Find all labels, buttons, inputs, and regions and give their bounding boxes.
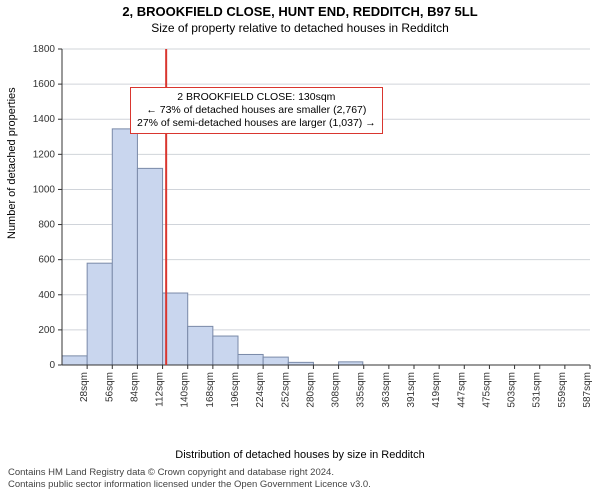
histogram-bar <box>87 263 112 365</box>
x-tick-label: 252sqm <box>280 372 291 408</box>
x-tick-label: 419sqm <box>431 372 442 408</box>
y-tick-label: 400 <box>38 290 55 301</box>
x-tick-label: 112sqm <box>155 372 166 407</box>
footer-attribution: Contains HM Land Registry data © Crown c… <box>0 461 600 491</box>
x-tick-label: 28sqm <box>79 372 90 402</box>
x-tick-label: 475sqm <box>481 372 492 408</box>
title-line-2: Size of property relative to detached ho… <box>0 21 600 35</box>
x-tick-label: 56sqm <box>104 372 115 402</box>
x-tick-label: 335sqm <box>356 372 367 408</box>
title-line-1: 2, BROOKFIELD CLOSE, HUNT END, REDDITCH,… <box>0 4 600 19</box>
x-tick-label: 196sqm <box>230 372 241 408</box>
histogram-bar <box>263 357 288 365</box>
annotation-line-2: ← 73% of detached houses are smaller (2,… <box>137 104 376 117</box>
x-tick-label: 447sqm <box>456 372 467 408</box>
x-tick-label: 308sqm <box>331 372 342 408</box>
y-tick-label: 1200 <box>33 149 56 160</box>
histogram-bar <box>62 356 87 365</box>
footer-line-1: Contains HM Land Registry data © Crown c… <box>8 467 592 479</box>
y-tick-label: 1800 <box>33 44 56 55</box>
y-tick-label: 0 <box>49 360 55 371</box>
footer-line-2: Contains public sector information licen… <box>8 479 592 491</box>
x-tick-label: 363sqm <box>381 372 392 408</box>
x-tick-label: 168sqm <box>205 372 216 408</box>
chart-area: Number of detached properties 0 200 400 600… <box>0 35 600 455</box>
histogram-bar <box>188 326 213 365</box>
x-tick-label: 140sqm <box>180 372 191 408</box>
x-tick-label: 224sqm <box>255 372 266 408</box>
y-tick-label: 800 <box>38 220 55 231</box>
y-tick-label: 1400 <box>33 114 56 125</box>
x-tick-label: 531sqm <box>532 372 543 408</box>
annotation-box: 2 BROOKFIELD CLOSE: 130sqm ← 73% of deta… <box>130 87 383 134</box>
y-axis-label: Number of detached properties <box>6 87 18 239</box>
histogram-bar <box>238 354 263 365</box>
annotation-line-3: 27% of semi-detached houses are larger (… <box>137 117 376 130</box>
y-tick-label: 200 <box>38 325 55 336</box>
x-tick-label: 391sqm <box>406 372 417 408</box>
x-tick-label: 280sqm <box>305 372 316 408</box>
histogram-bar <box>213 336 238 365</box>
y-tick-label: 1000 <box>33 184 56 195</box>
y-tick-label: 1600 <box>33 79 56 90</box>
x-tick-label: 84sqm <box>129 372 140 402</box>
x-tick-label: 503sqm <box>507 372 518 408</box>
histogram-bar <box>112 129 137 365</box>
y-tick-label: 600 <box>38 255 55 266</box>
x-tick-label: 587sqm <box>582 372 593 408</box>
annotation-line-1: 2 BROOKFIELD CLOSE: 130sqm <box>137 91 376 104</box>
chart-titles: 2, BROOKFIELD CLOSE, HUNT END, REDDITCH,… <box>0 4 600 35</box>
x-tick-label: 559sqm <box>557 372 568 408</box>
histogram-bar <box>137 168 162 365</box>
